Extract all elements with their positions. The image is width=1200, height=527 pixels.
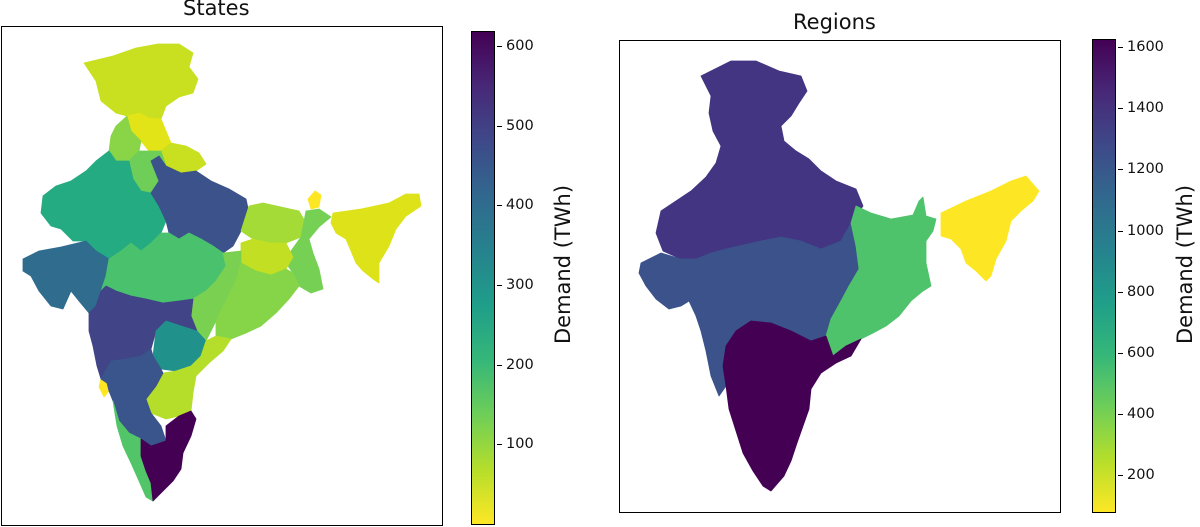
colorbar-tick-label: 1400 [1118, 100, 1164, 117]
colorbar-tick-label: 500 [497, 117, 534, 134]
state-odisha[interactable] [215, 262, 300, 340]
colorbar-tick-label: 600 [1118, 344, 1155, 361]
state-jammu-kashmir[interactable] [83, 43, 199, 120]
colorbar-tick-label: 200 [497, 356, 534, 373]
regions-map-title: Regions [793, 10, 876, 34]
colorbar-tick-label: 800 [1118, 283, 1155, 300]
colorbar-tick-label: 200 [1118, 467, 1155, 484]
colorbar-tick-label: 300 [497, 276, 534, 293]
colorbar-tick-label: 600 [497, 37, 534, 54]
regions-colorbar-label: Demand (TWh) [1173, 184, 1197, 344]
state-uttar-pradesh[interactable] [150, 155, 250, 254]
region-south[interactable] [722, 320, 862, 492]
colorbar-tick-label: 100 [497, 436, 534, 453]
states-colorbar-label: Demand (TWh) [551, 184, 575, 344]
states-map-frame [1, 26, 443, 526]
state-sikkim[interactable] [307, 190, 322, 210]
region-east[interactable] [825, 196, 937, 357]
colorbar-tick-label: 1600 [1118, 39, 1164, 56]
state-northeast[interactable] [330, 193, 422, 284]
colorbar-tick-label: 400 [497, 197, 534, 214]
state-gujarat[interactable] [22, 240, 110, 314]
state-bihar[interactable] [240, 202, 307, 244]
states-map-title: States [183, 0, 250, 20]
colorbar-tick-label: 1000 [1118, 222, 1164, 239]
region-northeast[interactable] [940, 175, 1040, 282]
state-tamil-nadu[interactable] [140, 410, 197, 502]
regions-map-frame [619, 40, 1061, 513]
colorbar-tick-label: 1200 [1118, 161, 1164, 178]
region-north[interactable] [655, 60, 864, 260]
regions-map-svg [638, 60, 1040, 492]
states-map-svg [22, 43, 422, 502]
regions-colorbar [1092, 39, 1116, 513]
state-andhra-pradesh[interactable] [145, 335, 232, 420]
colorbar-tick-label: 400 [1118, 406, 1155, 423]
states-colorbar [471, 31, 495, 525]
